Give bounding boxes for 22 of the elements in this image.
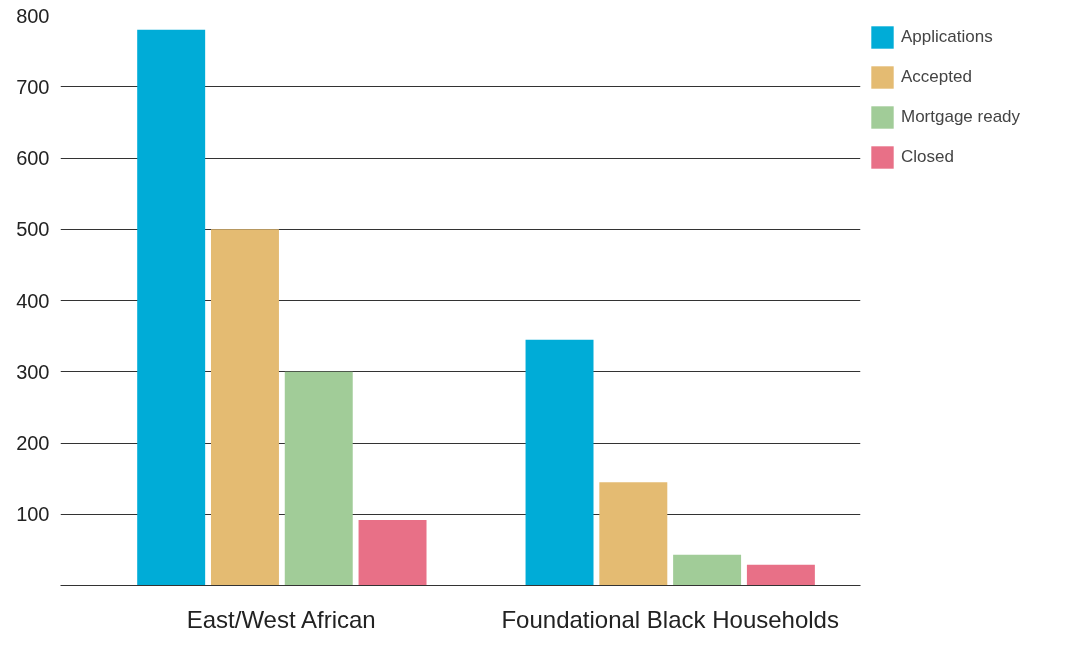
y-tick-label: 200 (16, 432, 50, 454)
y-tick-label: 700 (16, 75, 50, 98)
legend-label: Applications (901, 27, 993, 47)
x-tick-label: East/West African (186, 605, 376, 633)
legend-label: Closed (901, 147, 954, 167)
y-tick-label: 400 (16, 289, 50, 312)
bar (210, 229, 279, 586)
bar (673, 554, 742, 586)
legend-label: Mortgage ready (901, 107, 1021, 127)
bar (284, 371, 353, 586)
y-tick-label: 600 (16, 147, 50, 169)
bar (358, 519, 427, 586)
x-tick-label: Foundational Black Households (501, 605, 839, 633)
y-tick-label: 800 (16, 4, 50, 27)
bar (137, 29, 206, 586)
bar (599, 482, 668, 586)
y-tick-label: 300 (16, 360, 50, 383)
bar (746, 564, 815, 586)
legend-label: Accepted (901, 67, 972, 87)
bar (525, 339, 594, 586)
y-tick-label: 100 (16, 503, 50, 526)
y-tick-label: 500 (16, 218, 50, 241)
